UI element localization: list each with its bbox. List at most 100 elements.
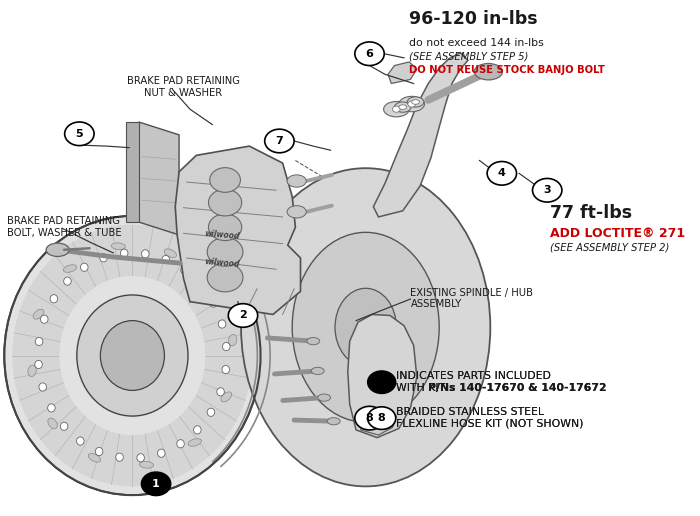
Ellipse shape bbox=[217, 388, 224, 396]
Ellipse shape bbox=[475, 63, 503, 80]
Ellipse shape bbox=[164, 249, 176, 257]
Ellipse shape bbox=[63, 265, 77, 272]
Ellipse shape bbox=[60, 422, 68, 430]
Text: ASSEMBLY: ASSEMBLY bbox=[410, 299, 462, 309]
Ellipse shape bbox=[77, 295, 188, 416]
Circle shape bbox=[368, 371, 395, 394]
Polygon shape bbox=[373, 53, 468, 217]
Polygon shape bbox=[348, 314, 416, 438]
Circle shape bbox=[207, 263, 243, 292]
Ellipse shape bbox=[33, 309, 44, 319]
Circle shape bbox=[355, 406, 384, 430]
Text: 8: 8 bbox=[378, 413, 386, 423]
Text: P/Ns 140-17670 & 140-17672: P/Ns 140-17670 & 140-17672 bbox=[428, 383, 607, 393]
Text: (SEE ASSEMBLY STEP 2): (SEE ASSEMBLY STEP 2) bbox=[550, 243, 669, 253]
Ellipse shape bbox=[99, 254, 107, 262]
Circle shape bbox=[265, 129, 294, 153]
Ellipse shape bbox=[116, 453, 123, 461]
Text: EXISTING SPINDLE / HUB: EXISTING SPINDLE / HUB bbox=[410, 288, 533, 298]
Ellipse shape bbox=[395, 102, 411, 112]
Circle shape bbox=[368, 407, 395, 429]
Ellipse shape bbox=[162, 255, 169, 264]
Ellipse shape bbox=[4, 216, 260, 495]
Ellipse shape bbox=[393, 106, 400, 112]
Text: 6: 6 bbox=[365, 49, 374, 59]
Polygon shape bbox=[175, 146, 300, 314]
Circle shape bbox=[355, 42, 384, 66]
Circle shape bbox=[207, 237, 243, 266]
Ellipse shape bbox=[287, 175, 307, 187]
Text: INDICATES PARTS INCLUDED: INDICATES PARTS INCLUDED bbox=[396, 371, 551, 381]
Ellipse shape bbox=[287, 206, 307, 218]
Text: WITH KIT: WITH KIT bbox=[396, 383, 449, 393]
Ellipse shape bbox=[41, 315, 48, 324]
Ellipse shape bbox=[328, 417, 340, 425]
Ellipse shape bbox=[399, 96, 424, 112]
Text: 3: 3 bbox=[543, 185, 551, 195]
Circle shape bbox=[141, 472, 171, 496]
Ellipse shape bbox=[210, 299, 217, 307]
Ellipse shape bbox=[28, 365, 36, 377]
Ellipse shape bbox=[222, 365, 230, 374]
Circle shape bbox=[209, 214, 242, 240]
Ellipse shape bbox=[80, 263, 88, 271]
Ellipse shape bbox=[207, 408, 215, 416]
Text: DO NOT REUSE STOCK BANJO BOLT: DO NOT REUSE STOCK BANJO BOLT bbox=[410, 65, 605, 75]
Ellipse shape bbox=[100, 320, 164, 391]
Circle shape bbox=[487, 162, 517, 185]
Ellipse shape bbox=[335, 288, 396, 366]
Text: BRAIDED STAINLESS STEEL: BRAIDED STAINLESS STEEL bbox=[396, 407, 545, 417]
Ellipse shape bbox=[48, 418, 57, 429]
Ellipse shape bbox=[207, 282, 217, 293]
Ellipse shape bbox=[139, 461, 153, 468]
Ellipse shape bbox=[46, 243, 69, 256]
Ellipse shape bbox=[399, 105, 407, 109]
Circle shape bbox=[210, 168, 240, 192]
Text: 2: 2 bbox=[239, 311, 247, 320]
Circle shape bbox=[64, 122, 94, 146]
Polygon shape bbox=[139, 122, 179, 235]
Text: 77 ft-lbs: 77 ft-lbs bbox=[550, 204, 632, 222]
Ellipse shape bbox=[141, 250, 149, 258]
Ellipse shape bbox=[407, 97, 424, 107]
Text: FLEXLINE HOSE KIT (NOT SHOWN): FLEXLINE HOSE KIT (NOT SHOWN) bbox=[396, 419, 584, 429]
Ellipse shape bbox=[221, 392, 232, 402]
Text: ADD LOCTITE® 271: ADD LOCTITE® 271 bbox=[550, 227, 685, 240]
Circle shape bbox=[228, 304, 258, 327]
Ellipse shape bbox=[384, 102, 409, 117]
Ellipse shape bbox=[177, 440, 184, 448]
Text: 96-120 in-lbs: 96-120 in-lbs bbox=[410, 10, 538, 28]
Text: 1: 1 bbox=[152, 479, 160, 489]
Ellipse shape bbox=[312, 367, 324, 375]
Ellipse shape bbox=[241, 168, 490, 487]
Text: INDICATES PARTS INCLUDED: INDICATES PARTS INCLUDED bbox=[396, 371, 551, 381]
Ellipse shape bbox=[181, 266, 188, 274]
Text: 8: 8 bbox=[365, 413, 373, 423]
Text: WITH KIT: WITH KIT bbox=[396, 383, 449, 393]
Ellipse shape bbox=[35, 360, 42, 368]
Text: 5: 5 bbox=[76, 129, 83, 139]
Ellipse shape bbox=[64, 277, 71, 285]
Ellipse shape bbox=[39, 383, 46, 391]
Text: BRAKE PAD RETAINING: BRAKE PAD RETAINING bbox=[127, 76, 240, 86]
Text: BOLT, WASHER & TUBE: BOLT, WASHER & TUBE bbox=[6, 228, 121, 238]
Text: 7: 7 bbox=[276, 136, 284, 146]
Circle shape bbox=[533, 179, 562, 202]
Ellipse shape bbox=[307, 337, 320, 345]
Ellipse shape bbox=[412, 100, 419, 104]
Circle shape bbox=[209, 189, 242, 216]
Ellipse shape bbox=[88, 454, 101, 462]
Ellipse shape bbox=[194, 426, 201, 434]
Text: BRAIDED STAINLESS STEEL: BRAIDED STAINLESS STEEL bbox=[396, 407, 545, 417]
Ellipse shape bbox=[95, 447, 103, 456]
Polygon shape bbox=[126, 122, 139, 222]
Ellipse shape bbox=[111, 243, 125, 250]
Text: NUT & WASHER: NUT & WASHER bbox=[144, 88, 223, 98]
Ellipse shape bbox=[48, 404, 55, 412]
Ellipse shape bbox=[188, 439, 202, 446]
Ellipse shape bbox=[60, 276, 205, 435]
Polygon shape bbox=[388, 62, 416, 84]
Text: wilwood: wilwood bbox=[204, 257, 240, 269]
Ellipse shape bbox=[408, 101, 416, 107]
Ellipse shape bbox=[50, 295, 57, 303]
